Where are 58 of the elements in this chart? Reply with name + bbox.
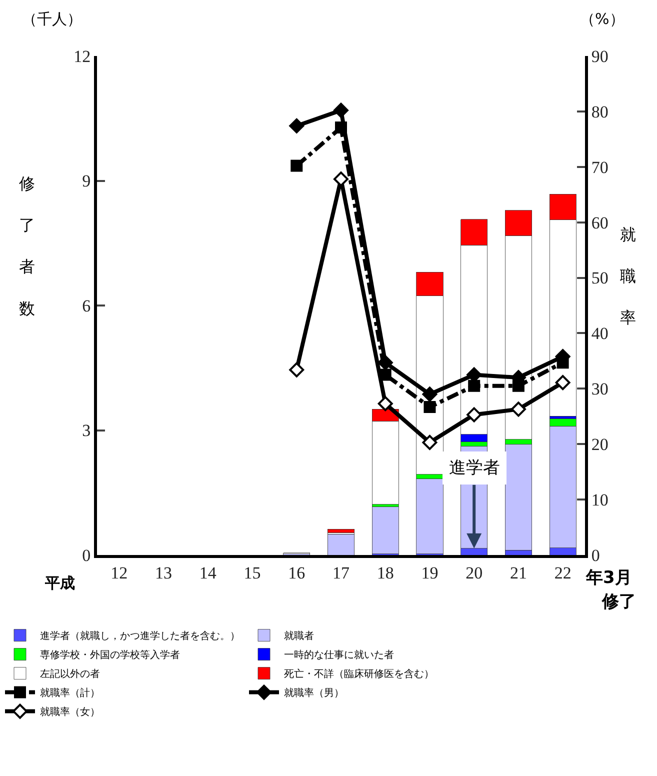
text: 修了	[601, 592, 636, 612]
y2-tick-label: 90	[591, 46, 608, 66]
x-tick-label: 22	[554, 563, 572, 582]
point	[468, 380, 480, 392]
x-tick-label: 17	[332, 563, 350, 582]
point	[289, 362, 304, 378]
x-tick-label: 13	[155, 563, 172, 582]
bar	[372, 506, 399, 554]
text: （千人）	[22, 10, 82, 28]
y-tick-label: 3	[82, 421, 91, 440]
legend-label: 進学者（就職し，かつ進学した者を含む。）	[40, 630, 240, 642]
text: 就職率	[620, 225, 636, 328]
legend-label: 専修学校・外国の学校等入学者	[40, 649, 180, 662]
y2-tick-label: 80	[591, 102, 608, 122]
y-tick-label: 0	[82, 546, 91, 565]
x-tick-label: 18	[376, 563, 394, 582]
x-tick-label: 19	[421, 563, 438, 582]
y2-tick-label: 40	[591, 324, 608, 344]
x-tick-label: 12	[110, 563, 128, 582]
y2-tick-label: 70	[591, 158, 608, 177]
y2-tick-label: 10	[591, 490, 608, 510]
annotation: 進学者	[449, 458, 500, 478]
point	[555, 375, 570, 390]
legend-label: 一時的な仕事に就いた者	[284, 649, 394, 662]
y-tick-label: 6	[82, 296, 91, 316]
point	[378, 355, 393, 370]
point	[289, 118, 304, 134]
y2-tick-label: 30	[591, 380, 608, 399]
legend-label: 就職率（女）	[40, 706, 100, 718]
point	[424, 400, 436, 413]
point	[466, 407, 482, 422]
point	[422, 434, 438, 450]
y2-tick-label: 20	[591, 435, 608, 454]
x-tick-label: 15	[244, 563, 261, 582]
y-tick-label: 9	[82, 172, 91, 191]
x-tick-label: 21	[510, 563, 527, 582]
bar	[416, 478, 444, 554]
x-tick-label: 14	[199, 563, 217, 582]
legend-label: 死亡・不詳（臨床研修医を含む）	[284, 668, 434, 680]
point	[334, 102, 348, 118]
y2-tick-label: 60	[591, 213, 608, 232]
text: 平成	[44, 574, 75, 592]
y-tick-label: 12	[74, 46, 91, 66]
legend-label: 就職率（計）	[40, 687, 100, 700]
point	[510, 402, 526, 417]
text: （%）	[580, 10, 624, 28]
text: 年3月	[585, 568, 632, 588]
x-tick-label: 20	[466, 563, 483, 582]
legend-label: 就職率（男）	[284, 687, 344, 700]
legend-label: 就職者	[284, 630, 314, 642]
point	[422, 386, 438, 402]
legend-label: 左記以外の者	[40, 668, 100, 680]
y2-tick-label: 0	[591, 546, 600, 565]
point	[290, 160, 303, 172]
point	[378, 396, 393, 412]
text: 修了者数	[19, 174, 35, 318]
y2-tick-label: 50	[591, 268, 608, 288]
x-tick-label: 16	[288, 563, 306, 582]
